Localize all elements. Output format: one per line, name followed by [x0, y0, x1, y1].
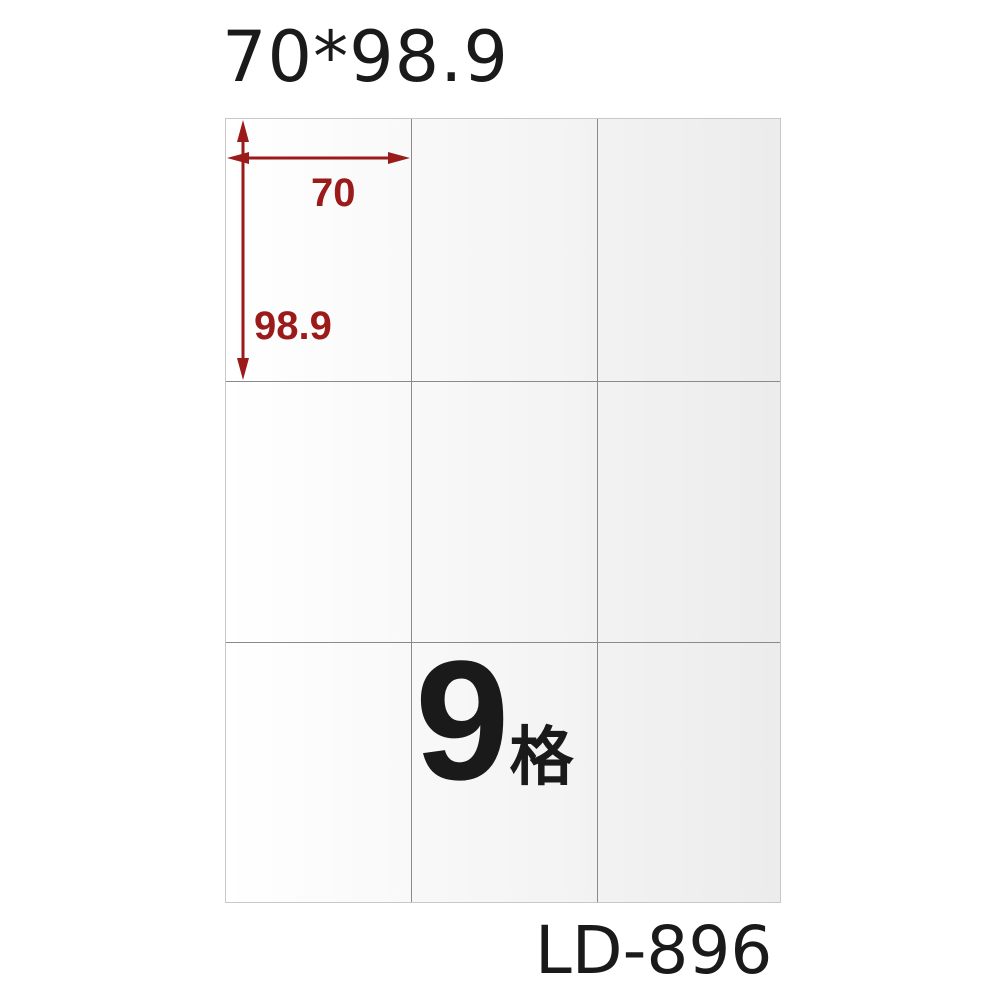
- arrow-right-icon: [388, 152, 410, 164]
- width-label: 70: [311, 171, 356, 215]
- row-divider: [226, 642, 780, 643]
- arrow-up-icon: [237, 120, 249, 142]
- size-title: 70*98.9: [222, 16, 509, 98]
- row-divider: [226, 381, 780, 382]
- count-number: 9: [415, 626, 510, 816]
- height-label: 98.9: [254, 304, 332, 348]
- model-number: LD-896: [535, 912, 773, 989]
- arrow-down-icon: [237, 358, 249, 380]
- label-sheet: [225, 118, 781, 903]
- column-divider: [411, 119, 412, 902]
- label-count: 9格: [415, 636, 574, 806]
- count-unit: 格: [509, 721, 574, 795]
- column-divider: [597, 119, 598, 902]
- arrow-left-icon: [227, 152, 249, 164]
